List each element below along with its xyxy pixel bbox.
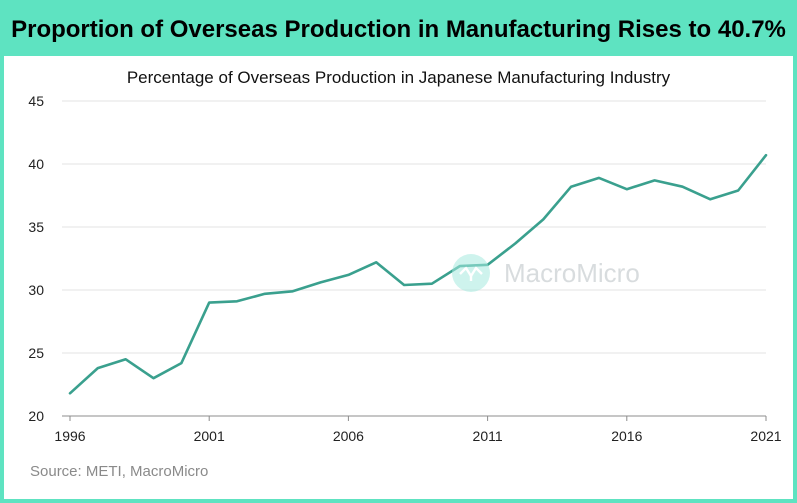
x-tick-label: 2016 [611, 428, 642, 444]
header-banner: Proportion of Overseas Production in Man… [4, 4, 793, 56]
y-tick-label: 35 [28, 219, 44, 235]
x-tick-label: 1996 [54, 428, 85, 444]
series-line [68, 153, 768, 395]
line-chart: 20 25 30 35 40 45 1996 2001 2006 2011 2016 2021 [28, 93, 781, 444]
x-tick-label: 2021 [750, 428, 781, 444]
watermark-text: MacroMicro [504, 257, 640, 288]
y-tick-label: 45 [28, 93, 44, 109]
macromicro-logo-icon [452, 254, 490, 292]
x-tick-label: 2001 [194, 428, 225, 444]
chart-title: Percentage of Overseas Production in Jap… [126, 68, 671, 87]
y-tick-label: 25 [28, 345, 44, 361]
x-tick-label: 2006 [333, 428, 364, 444]
watermark-logo: MacroMicro [452, 254, 640, 292]
y-tick-label: 30 [28, 282, 44, 298]
y-tick-label: 40 [28, 156, 44, 172]
y-tick-label: 20 [28, 408, 44, 424]
source-note: Source: METI, MacroMicro [30, 463, 209, 480]
header-title: Proportion of Overseas Production in Man… [11, 16, 786, 43]
x-tick-label: 2011 [473, 428, 503, 444]
